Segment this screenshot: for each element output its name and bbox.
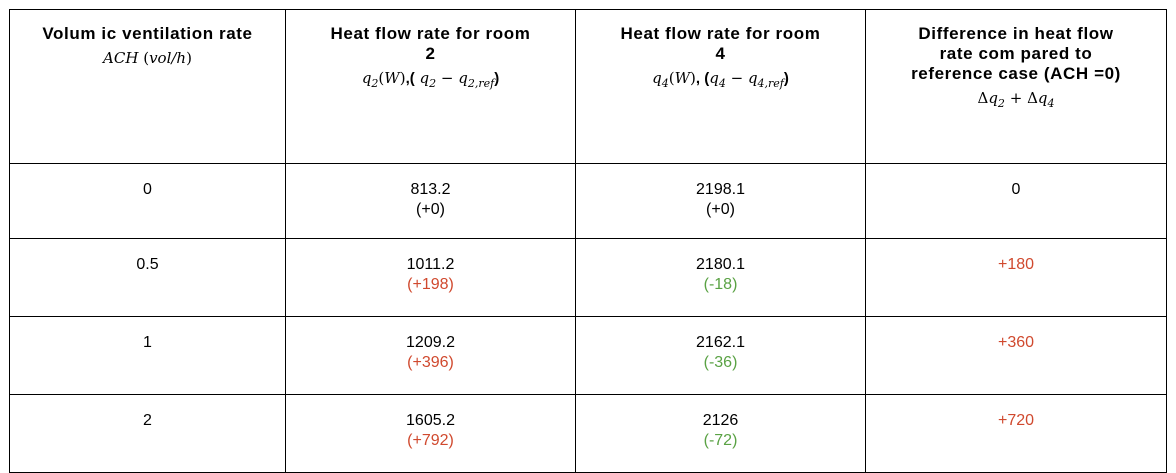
q2-diff: (+0) — [416, 201, 445, 218]
cell-total: 0 — [865, 163, 1167, 239]
q2-value: 1209.2 — [406, 334, 455, 351]
cell-ach: 0.5 — [9, 238, 286, 317]
header-ach-title: Volum ic ventilation rate — [42, 24, 253, 43]
q2-value: 1011.2 — [406, 256, 455, 273]
cell-ach: 0 — [9, 163, 286, 239]
q4-diff: (+0) — [706, 201, 735, 218]
header-q4-title: Heat flow rate for room — [620, 24, 821, 43]
header-diff-line1: Difference in heat flow — [918, 24, 1114, 43]
header-diff: Difference in heat flow rate com pared t… — [865, 9, 1167, 164]
header-q4: Heat flow rate for room 4 q4(W), (q4 − q… — [575, 9, 866, 164]
q2-diff: (+198) — [407, 276, 454, 293]
q4-diff: (-72) — [703, 432, 738, 449]
table-row: 0.5 1011.2 (+198) 2180.1 (-18) +180 — [9, 238, 1167, 317]
header-ach: Volum ic ventilation rate ACH (vol/h) — [9, 9, 286, 164]
header-q4-formula: q4(W), (q4 − q4,ref) — [652, 69, 789, 90]
header-q2: Heat flow rate for room 2 q2(W),( q2 − q… — [285, 9, 576, 164]
q2-diff: (+792) — [407, 432, 454, 449]
q4-value: 2126 — [702, 412, 739, 429]
cell-total: +360 — [865, 316, 1167, 395]
cell-q4: 2198.1 (+0) — [575, 163, 866, 239]
q4-value: 2162.1 — [696, 334, 745, 351]
header-q2-title: Heat flow rate for room — [330, 24, 531, 43]
heat-flow-table: Volum ic ventilation rate ACH (vol/h) He… — [9, 9, 1167, 473]
cell-q4: 2180.1 (-18) — [575, 238, 866, 317]
header-diff-line3: reference case (ACH =0) — [911, 64, 1121, 83]
q2-value: 813.2 — [410, 181, 451, 198]
cell-ach: 1 — [9, 316, 286, 395]
q4-diff: (-18) — [703, 276, 738, 293]
header-ach-unit: ACH (vol/h) — [103, 49, 192, 67]
header-q4-room: 4 — [715, 44, 726, 63]
header-q2-formula: q2(W),( q2 − q2,ref) — [361, 69, 500, 90]
table-row: 2 1605.2 (+792) 2126 (-72) +720 — [9, 394, 1167, 473]
q4-value: 2180.1 — [696, 256, 745, 273]
header-diff-line2: rate com pared to — [939, 44, 1093, 63]
table-row: 1 1209.2 (+396) 2162.1 (-36) +360 — [9, 316, 1167, 395]
cell-ach: 2 — [9, 394, 286, 473]
header-q2-room: 2 — [425, 44, 436, 63]
cell-q2: 1605.2 (+792) — [285, 394, 576, 473]
cell-q4: 2126 (-72) — [575, 394, 866, 473]
q4-diff: (-36) — [703, 354, 738, 371]
q4-value: 2198.1 — [696, 181, 745, 198]
cell-q4: 2162.1 (-36) — [575, 316, 866, 395]
header-row: Volum ic ventilation rate ACH (vol/h) He… — [9, 9, 1167, 164]
cell-q2: 1011.2 (+198) — [285, 238, 576, 317]
cell-q2: 1209.2 (+396) — [285, 316, 576, 395]
header-diff-formula: Δq2 + Δq4 — [977, 89, 1055, 110]
cell-total: +720 — [865, 394, 1167, 473]
cell-q2: 813.2 (+0) — [285, 163, 576, 239]
q2-value: 1605.2 — [406, 412, 455, 429]
cell-total: +180 — [865, 238, 1167, 317]
table-row: 0 813.2 (+0) 2198.1 (+0) 0 — [9, 163, 1167, 239]
q2-diff: (+396) — [407, 354, 454, 371]
